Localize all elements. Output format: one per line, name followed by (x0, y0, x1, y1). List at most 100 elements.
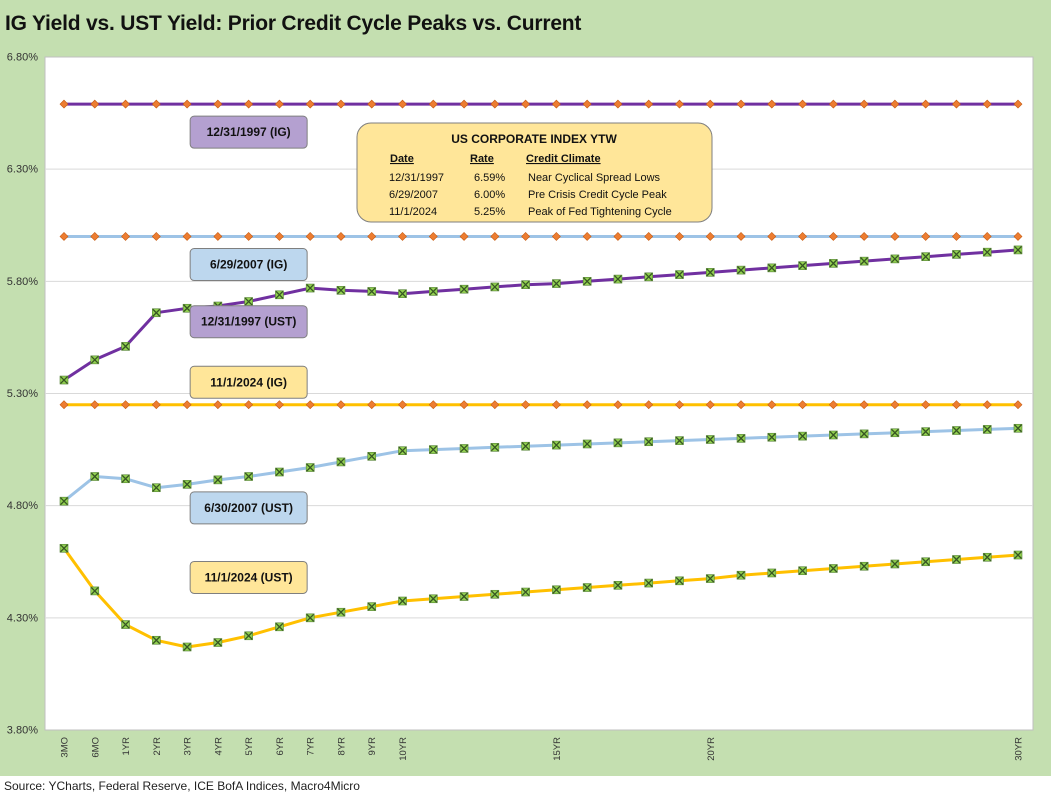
data-point (213, 99, 223, 109)
data-point-cross (183, 643, 192, 651)
data-point (428, 99, 438, 109)
info-box-cell: 6.00% (474, 189, 505, 201)
data-point (582, 99, 592, 109)
data-point-cross (644, 272, 653, 281)
data-point (305, 232, 315, 241)
data-point (828, 232, 838, 241)
data-point (367, 99, 377, 109)
data-point-cross (244, 297, 253, 306)
data-point-cross (152, 308, 161, 317)
data-point-cross (613, 438, 622, 447)
data-point-cross (152, 483, 161, 492)
data-point (705, 99, 715, 109)
data-point-cross (244, 472, 253, 481)
data-point-cross (460, 285, 469, 294)
data-point (459, 99, 469, 109)
data-point-cross (183, 304, 192, 313)
data-point (213, 400, 223, 410)
info-box-cell: 12/31/1997 (389, 172, 444, 184)
callout-6-29-2007-ig (189, 248, 308, 282)
data-point-cross (552, 441, 561, 450)
data-point (736, 232, 746, 241)
data-point-cross (829, 564, 838, 573)
data-point-cross (337, 457, 345, 466)
data-point (767, 99, 777, 109)
data-point (859, 99, 869, 109)
x-tick-label: 3YR (183, 737, 194, 756)
data-point-cross (952, 426, 961, 435)
data-point-cross (1014, 424, 1022, 433)
data-point-cross (337, 608, 345, 617)
data-point (336, 99, 346, 109)
data-point (644, 400, 654, 410)
data-point (521, 400, 531, 410)
x-tick-label: 2YR (152, 737, 163, 756)
data-point (890, 232, 900, 241)
y-tick-label: 6.80% (7, 52, 38, 64)
data-point-cross (398, 289, 407, 298)
data-point-cross (829, 259, 838, 268)
data-point-cross (952, 250, 961, 259)
x-tick-label: 3MO (60, 737, 71, 758)
data-point (59, 400, 69, 410)
info-box-header: Date (390, 153, 414, 165)
data-point-cross (337, 286, 345, 295)
data-point-cross (306, 613, 315, 622)
data-point (1013, 232, 1023, 241)
data-point (428, 232, 438, 241)
data-point-cross (767, 263, 776, 272)
data-point-cross (367, 452, 376, 461)
data-point (582, 232, 592, 241)
data-point-cross (675, 270, 684, 279)
data-point-cross (706, 268, 715, 277)
y-tick-label: 3.80% (7, 725, 38, 737)
data-point (274, 99, 284, 109)
data-point-cross (367, 602, 376, 611)
data-point-cross (613, 275, 622, 284)
callout-6-30-2007-ust (189, 491, 308, 525)
data-point (736, 99, 746, 109)
data-point-cross (213, 638, 222, 647)
data-point-cross (983, 425, 992, 434)
data-point (182, 400, 192, 410)
data-point (982, 99, 992, 109)
data-point (305, 99, 315, 109)
data-point (1013, 400, 1023, 410)
data-point-cross (306, 284, 315, 293)
data-point (798, 99, 808, 109)
data-point (336, 232, 346, 241)
data-point (151, 99, 161, 109)
data-point (274, 400, 284, 410)
data-point-cross (275, 468, 284, 476)
data-point (90, 99, 100, 109)
data-point-cross (921, 252, 930, 261)
data-point-cross (583, 277, 592, 286)
x-tick-label: 5YR (244, 737, 255, 756)
data-point-cross (767, 569, 776, 577)
data-point (336, 400, 346, 410)
data-point-cross (367, 287, 376, 296)
data-point (521, 232, 531, 241)
data-point (367, 400, 377, 410)
data-point (551, 99, 561, 109)
series-line-11-1-2024-ust (62, 547, 1019, 649)
data-point (613, 232, 623, 241)
data-point-cross (644, 437, 653, 446)
data-point (459, 400, 469, 410)
data-point (890, 99, 900, 109)
data-point (121, 400, 130, 410)
info-box-cell: 11/1/2024 (389, 206, 437, 218)
data-point-cross (1014, 551, 1022, 559)
data-point-cross (429, 445, 438, 454)
data-point (644, 232, 654, 241)
data-point (367, 232, 377, 241)
x-tick-label: 8YR (336, 737, 347, 756)
x-tick-label: 6MO (90, 737, 101, 758)
x-tick-label: 6YR (275, 737, 286, 756)
y-tick-label: 6.30% (7, 164, 38, 176)
data-point-cross (552, 585, 561, 594)
x-tick-label: 10YR (398, 737, 409, 761)
data-point-cross (921, 557, 930, 566)
data-point-cross (860, 257, 869, 266)
data-point (244, 99, 254, 109)
